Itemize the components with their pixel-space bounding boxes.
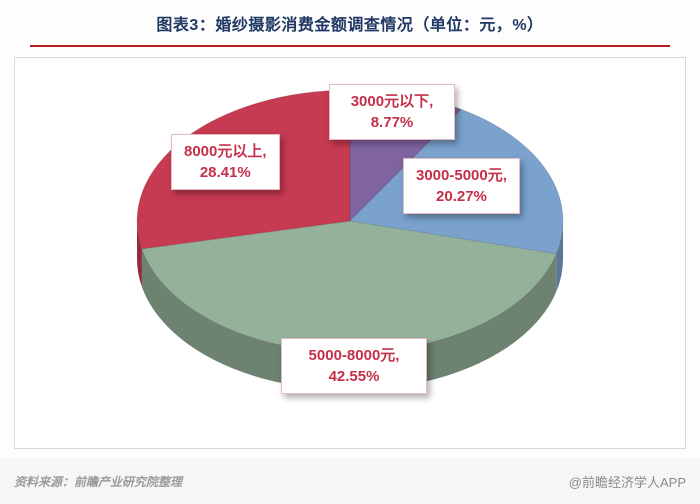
callout-value: 42.55%: [328, 368, 380, 385]
callout-over-8000: 8000元以上, 28.41%: [171, 134, 280, 190]
callout-3000-5000: 3000-5000元, 20.27%: [403, 158, 520, 214]
title-divider: [30, 45, 670, 47]
callout-value: 8.77%: [370, 114, 414, 131]
callout-label: 5000-8000元,: [308, 347, 400, 364]
callout-value: 20.27%: [436, 188, 487, 205]
callout-label: 3000元以下,: [350, 93, 434, 110]
source-note: 资料来源：前瞻产业研究院整理: [14, 474, 183, 489]
chart-title: 图表3：婚纱摄影消费金额调查情况（单位：元，%）: [156, 17, 544, 34]
chart-header: 图表3：婚纱摄影消费金额调查情况（单位：元，%）: [0, 0, 700, 47]
callout-value: 28.41%: [199, 164, 251, 181]
callout-label: 8000元以上,: [184, 143, 267, 160]
pie-slice-side-1: [556, 221, 563, 292]
pie-slice-side-3: [137, 221, 142, 287]
callout-under-3000: 3000元以下, 8.77%: [329, 84, 455, 140]
chart-panel: 3000元以下, 8.77% 3000-5000元, 20.27% 5000-8…: [14, 57, 686, 449]
watermark: @前瞻经济学人APP: [568, 474, 686, 490]
callout-label: 3000-5000元,: [416, 167, 507, 184]
callout-5000-8000: 5000-8000元, 42.55%: [281, 338, 427, 394]
pie-slice-side-2: [141, 248, 557, 391]
chart-footer: 资料来源：前瞻产业研究院整理 @前瞻经济学人APP: [0, 458, 700, 504]
